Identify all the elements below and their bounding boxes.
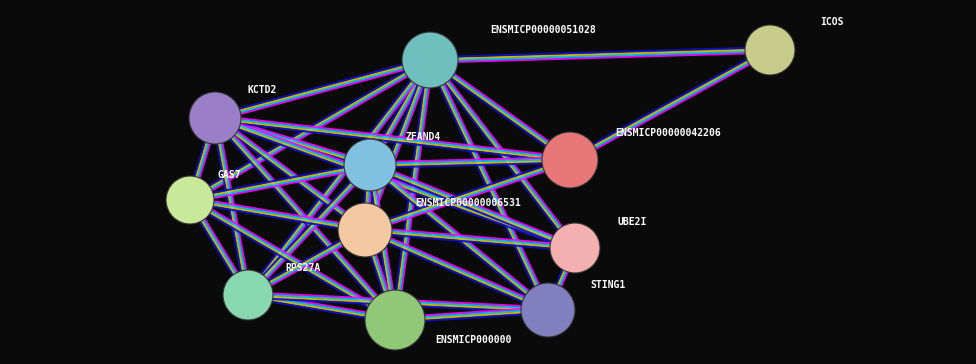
Text: RPS27A: RPS27A	[285, 263, 320, 273]
Text: GAS7: GAS7	[218, 170, 241, 180]
Circle shape	[745, 25, 795, 75]
Circle shape	[542, 132, 598, 188]
Text: STING1: STING1	[590, 280, 626, 290]
Text: KCTD2: KCTD2	[248, 85, 277, 95]
Circle shape	[550, 223, 600, 273]
Circle shape	[223, 270, 273, 320]
Text: ENSMICP000000: ENSMICP000000	[435, 335, 511, 345]
Text: ZFAND4: ZFAND4	[405, 132, 440, 142]
Text: ENSMICP00000051028: ENSMICP00000051028	[490, 25, 595, 35]
Text: ICOS: ICOS	[820, 17, 843, 27]
Text: UBE2I: UBE2I	[618, 217, 647, 227]
Text: ENSMICP00000006531: ENSMICP00000006531	[415, 198, 521, 208]
Circle shape	[338, 203, 392, 257]
Circle shape	[521, 283, 575, 337]
Circle shape	[189, 92, 241, 144]
Circle shape	[402, 32, 458, 88]
Text: ENSMICP00000042206: ENSMICP00000042206	[615, 128, 720, 138]
Circle shape	[344, 139, 396, 191]
Circle shape	[166, 176, 214, 224]
Circle shape	[365, 290, 425, 350]
